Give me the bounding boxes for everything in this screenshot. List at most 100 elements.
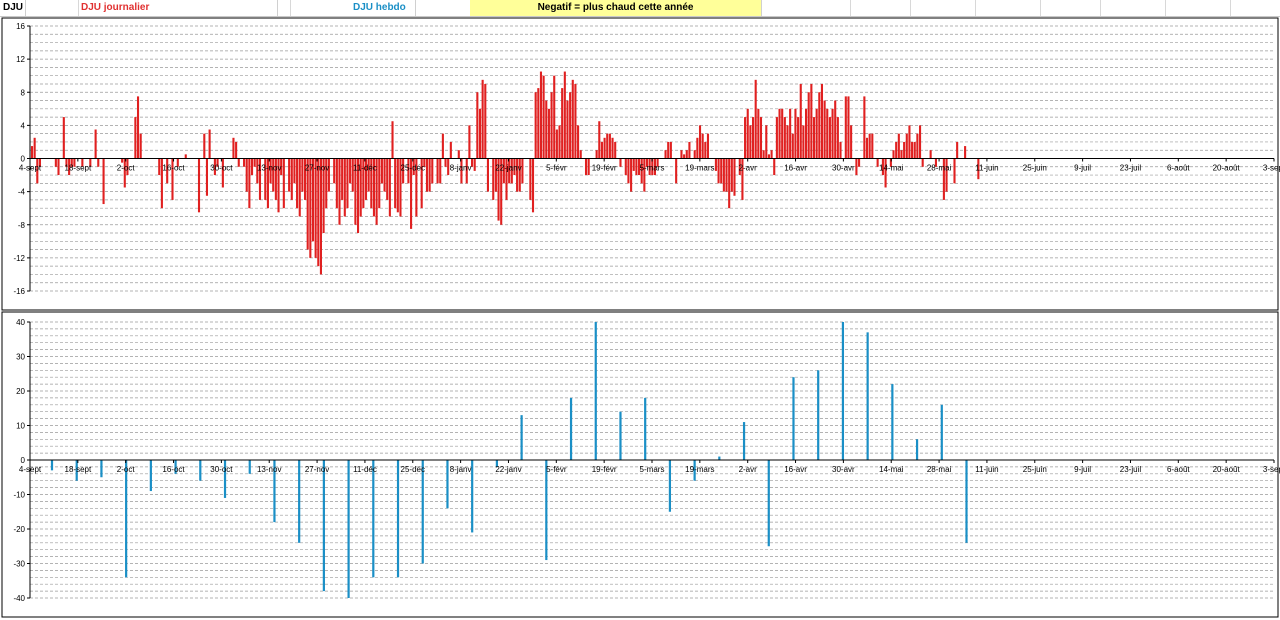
bar: [298, 460, 301, 543]
y-tick-label: 8: [21, 88, 26, 97]
bar: [319, 158, 322, 275]
bar: [75, 460, 78, 481]
x-tick-label: 11-juin: [975, 465, 998, 474]
x-tick-label: 5-févr: [546, 164, 567, 173]
bar: [614, 141, 617, 159]
bar: [70, 158, 73, 167]
bar: [584, 158, 588, 176]
bar: [481, 79, 484, 159]
x-tick-label: 3-sept: [1263, 164, 1280, 173]
bar: [863, 96, 866, 159]
bar: [248, 158, 251, 209]
bar: [791, 133, 794, 159]
bar: [290, 158, 293, 200]
bar: [100, 460, 103, 478]
bar: [123, 158, 126, 188]
bar: [396, 460, 400, 578]
x-tick-label: 4-sept: [19, 465, 42, 474]
bar: [594, 322, 597, 460]
y-tick-label: -8: [18, 221, 26, 230]
bar: [934, 158, 937, 167]
y-tick-label: -30: [13, 560, 25, 569]
bar: [717, 158, 720, 184]
bar: [905, 133, 908, 159]
bar: [759, 117, 763, 159]
y-tick-label: 4: [21, 121, 26, 130]
bar: [844, 96, 847, 159]
y-tick-label: 10: [16, 422, 25, 431]
bar: [656, 158, 659, 167]
bar: [375, 158, 378, 225]
bar: [871, 133, 874, 159]
bar: [396, 158, 399, 213]
bar: [826, 108, 829, 159]
x-tick-label: 8-janv: [450, 465, 472, 474]
x-tick-label: 6-août: [1167, 164, 1190, 173]
bar: [688, 141, 691, 159]
bar: [817, 370, 820, 460]
bar: [802, 125, 805, 159]
y-tick-label: 0: [21, 155, 26, 164]
x-tick-label: 16-avr: [784, 164, 807, 173]
bar: [303, 158, 307, 200]
bar: [495, 460, 498, 467]
bar: [855, 158, 858, 176]
y-tick-label: -40: [13, 594, 25, 603]
bar: [166, 158, 169, 184]
x-tick-label: 25-déc: [401, 465, 425, 474]
bar: [439, 158, 442, 184]
chart-frame: [1, 17, 1279, 311]
y-tick-label: 12: [16, 55, 25, 64]
bar: [447, 158, 450, 176]
bar: [595, 150, 598, 159]
bar: [765, 125, 768, 159]
bar: [314, 158, 317, 258]
bar: [372, 460, 375, 578]
bar: [775, 117, 778, 159]
bar: [624, 158, 627, 176]
bar: [566, 100, 569, 159]
bar: [497, 158, 500, 221]
x-tick-label: 5-mars: [640, 465, 665, 474]
bar: [444, 158, 447, 167]
bar: [126, 158, 129, 176]
y-tick-label: 0: [21, 456, 26, 465]
bar: [555, 129, 558, 159]
x-tick-label: 27-nov: [305, 164, 329, 173]
bar: [171, 158, 174, 200]
y-tick-label: -16: [13, 287, 25, 296]
bar: [354, 158, 357, 225]
bar: [606, 133, 609, 159]
bar: [722, 158, 725, 192]
daily-series-label: DJU journalier: [78, 0, 278, 16]
bar: [741, 158, 744, 200]
bar: [333, 158, 336, 184]
bar: [701, 133, 704, 159]
bar: [783, 117, 786, 159]
bar: [243, 158, 246, 167]
bar: [794, 108, 797, 159]
bar: [484, 83, 487, 159]
bar: [277, 158, 280, 213]
x-tick-label: 25-juin: [1023, 164, 1047, 173]
bar: [754, 79, 757, 159]
bar: [121, 158, 124, 163]
bar: [57, 158, 60, 176]
y-tick-label: 20: [16, 387, 25, 396]
bar: [797, 117, 800, 159]
x-tick-label: 5-févr: [546, 465, 567, 474]
bar: [73, 158, 76, 167]
bar: [850, 125, 853, 159]
bar: [428, 158, 431, 192]
x-tick-label: 27-nov: [305, 465, 329, 474]
bar: [908, 125, 911, 159]
bar: [311, 158, 315, 242]
bar: [500, 158, 503, 225]
bar: [770, 150, 773, 159]
y-tick-label: -20: [13, 525, 25, 534]
bar: [520, 415, 523, 460]
bar: [441, 133, 444, 159]
y-tick-label: 30: [16, 353, 25, 362]
bar: [918, 125, 922, 159]
bar: [693, 460, 696, 481]
